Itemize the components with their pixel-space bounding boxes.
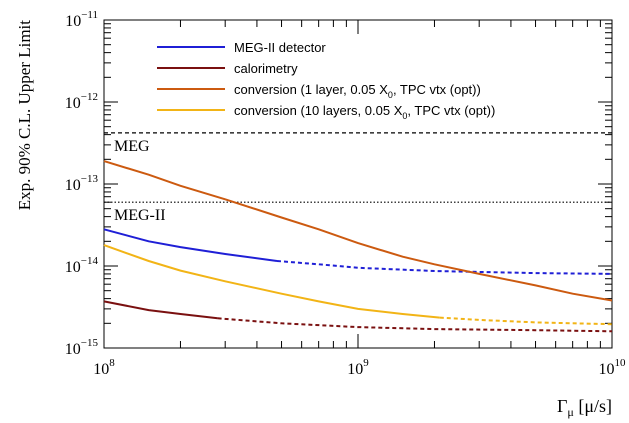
legend-label-2: calorimetry (234, 61, 298, 76)
x-axis-label: Γμ [μ/s] (557, 396, 612, 419)
x-tick-label: 1010 (599, 357, 627, 378)
series-1-solid (103, 228, 278, 262)
y-tick-label: 10−14 (65, 255, 99, 276)
x-tick-label: 109 (347, 357, 369, 378)
series-2-solid (103, 300, 218, 320)
series-layer (103, 160, 613, 333)
series-4-dashed (439, 316, 613, 326)
y-tick-label: 10−11 (65, 9, 98, 30)
reference-label-meg: MEG (114, 138, 150, 155)
plot-frame (103, 19, 613, 349)
x-tick-label: 108 (93, 357, 115, 378)
series-1-dashed (276, 260, 613, 275)
series-2-dashed (217, 317, 613, 333)
series-4-solid (103, 244, 440, 319)
y-tick-label: 10−15 (65, 337, 99, 358)
legend-label-1: MEG-II detector (234, 40, 326, 55)
legend: MEG-II detector calorimetry conversion (1 … (157, 40, 495, 121)
legend-label-4: conversion (10 layers, 0.05 X0, TPC vtx … (234, 103, 495, 121)
axis-ticks: 108 109 1010 10−15 10−14 10−13 10−12 10−11 (65, 9, 626, 378)
y-axis-label: Exp. 90% C.L. Upper Limit (15, 20, 34, 211)
y-tick-label: 10−13 (65, 173, 99, 194)
legend-label-3: conversion (1 layer, 0.05 X0, TPC vtx (o… (234, 82, 481, 100)
y-tick-label: 10−12 (65, 91, 98, 112)
series-3-solid (103, 160, 613, 302)
reference-lines: MEG MEG-II (104, 132, 612, 224)
reference-label-meg-ii: MEG-II (114, 207, 166, 224)
